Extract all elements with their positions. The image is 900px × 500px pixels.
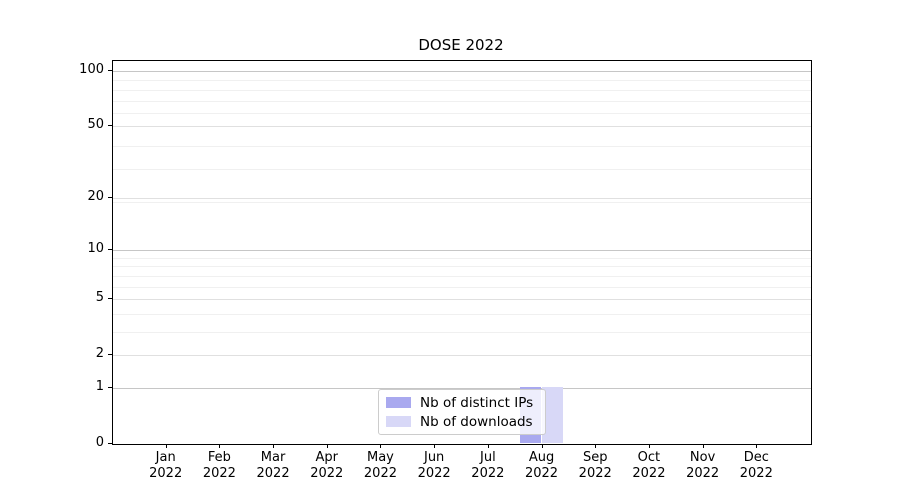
x-tick-year: 2022 <box>524 466 559 481</box>
x-tick-year: 2022 <box>739 466 773 481</box>
gridline-y-1 <box>113 387 811 389</box>
gridline-y-39 <box>113 145 811 147</box>
x-tick-year: 2022 <box>310 466 344 481</box>
gridline-y-59 <box>113 113 811 115</box>
legend-label: Nb of downloads <box>420 413 533 430</box>
x-tick-month: Nov <box>689 450 716 465</box>
x-tick-month: Jul <box>480 450 496 465</box>
x-tick-year: 2022 <box>471 466 505 481</box>
gridline-y-3 <box>113 331 811 333</box>
y-tick-label-50: 50 <box>87 117 104 133</box>
y-tick-label-20: 20 <box>87 188 104 204</box>
x-tick-month: Jan <box>155 450 176 465</box>
x-tick-label-dec: Dec 2022 <box>726 450 786 482</box>
gridline-y-20 <box>113 197 811 199</box>
x-tick-label-jul: Jul 2022 <box>458 450 518 482</box>
x-tick-month: May <box>367 450 394 465</box>
y-tick-label-2: 2 <box>95 346 104 362</box>
legend-label: Nb of distinct IPs <box>420 394 534 411</box>
y-tick-label-1: 1 <box>95 378 104 394</box>
gridline-y-69 <box>113 100 811 102</box>
plot-area <box>112 60 812 445</box>
x-tick-month: Jun <box>423 450 445 465</box>
x-tick-label-may: May 2022 <box>350 450 410 482</box>
x-tick-year: 2022 <box>632 466 666 481</box>
chart-title: DOSE 2022 <box>418 36 504 54</box>
y-tick-label-10: 10 <box>87 241 104 257</box>
x-tick-label-jun: Jun 2022 <box>404 450 464 482</box>
x-tick-label-mar: Mar 2022 <box>243 450 303 482</box>
x-tick-month: Feb <box>207 450 231 465</box>
gridline-y-4 <box>113 313 811 315</box>
x-tick-year: 2022 <box>417 466 451 481</box>
gridline-y-5 <box>113 299 811 301</box>
legend-swatch-icon <box>386 416 411 427</box>
x-tick-label-jan: Jan 2022 <box>136 450 196 482</box>
gridline-y-89 <box>113 80 811 82</box>
gridline-y-9 <box>113 257 811 259</box>
gridline-y-8 <box>113 266 811 268</box>
x-tick-month: Oct <box>637 450 661 465</box>
x-tick-label-apr: Apr 2022 <box>297 450 357 482</box>
x-tick-label-sep: Sep 2022 <box>565 450 625 482</box>
x-tick-year: 2022 <box>686 466 720 481</box>
x-tick-year: 2022 <box>363 466 397 481</box>
x-tick-month: Dec <box>743 450 769 465</box>
gridline-y-19 <box>113 201 811 203</box>
x-tick-month: Apr <box>315 450 339 465</box>
gridline-y-29 <box>113 169 811 171</box>
x-tick-label-aug: Aug 2022 <box>512 450 572 482</box>
gridline-y-2 <box>113 355 811 357</box>
gridline-y-50 <box>113 126 811 128</box>
legend: Nb of distinct IPs Nb of downloads <box>378 389 546 435</box>
x-tick-label-oct: Oct 2022 <box>619 450 679 482</box>
x-tick-label-nov: Nov 2022 <box>673 450 733 482</box>
x-tick-month: Aug <box>528 450 555 465</box>
gridline-y-6 <box>113 286 811 288</box>
x-tick-month: Mar <box>260 450 286 465</box>
gridline-y-10 <box>113 250 811 252</box>
legend-item-1: Nb of downloads <box>386 413 538 430</box>
gridline-y-7 <box>113 275 811 277</box>
legend-item-0: Nb of distinct IPs <box>386 394 538 411</box>
legend-swatch-icon <box>386 397 411 408</box>
y-tick-label-100: 100 <box>79 62 104 77</box>
x-tick-year: 2022 <box>202 466 236 481</box>
x-tick-label-feb: Feb 2022 <box>189 450 249 482</box>
y-tick-label-5: 5 <box>95 290 104 306</box>
x-tick-year: 2022 <box>149 466 183 481</box>
x-tick-month: Sep <box>582 450 608 465</box>
x-tick-year: 2022 <box>578 466 612 481</box>
gridline-y-100 <box>113 71 811 72</box>
y-tick-label-0: 0 <box>95 435 104 450</box>
x-tick-year: 2022 <box>256 466 290 481</box>
gridline-y-79 <box>113 89 811 91</box>
